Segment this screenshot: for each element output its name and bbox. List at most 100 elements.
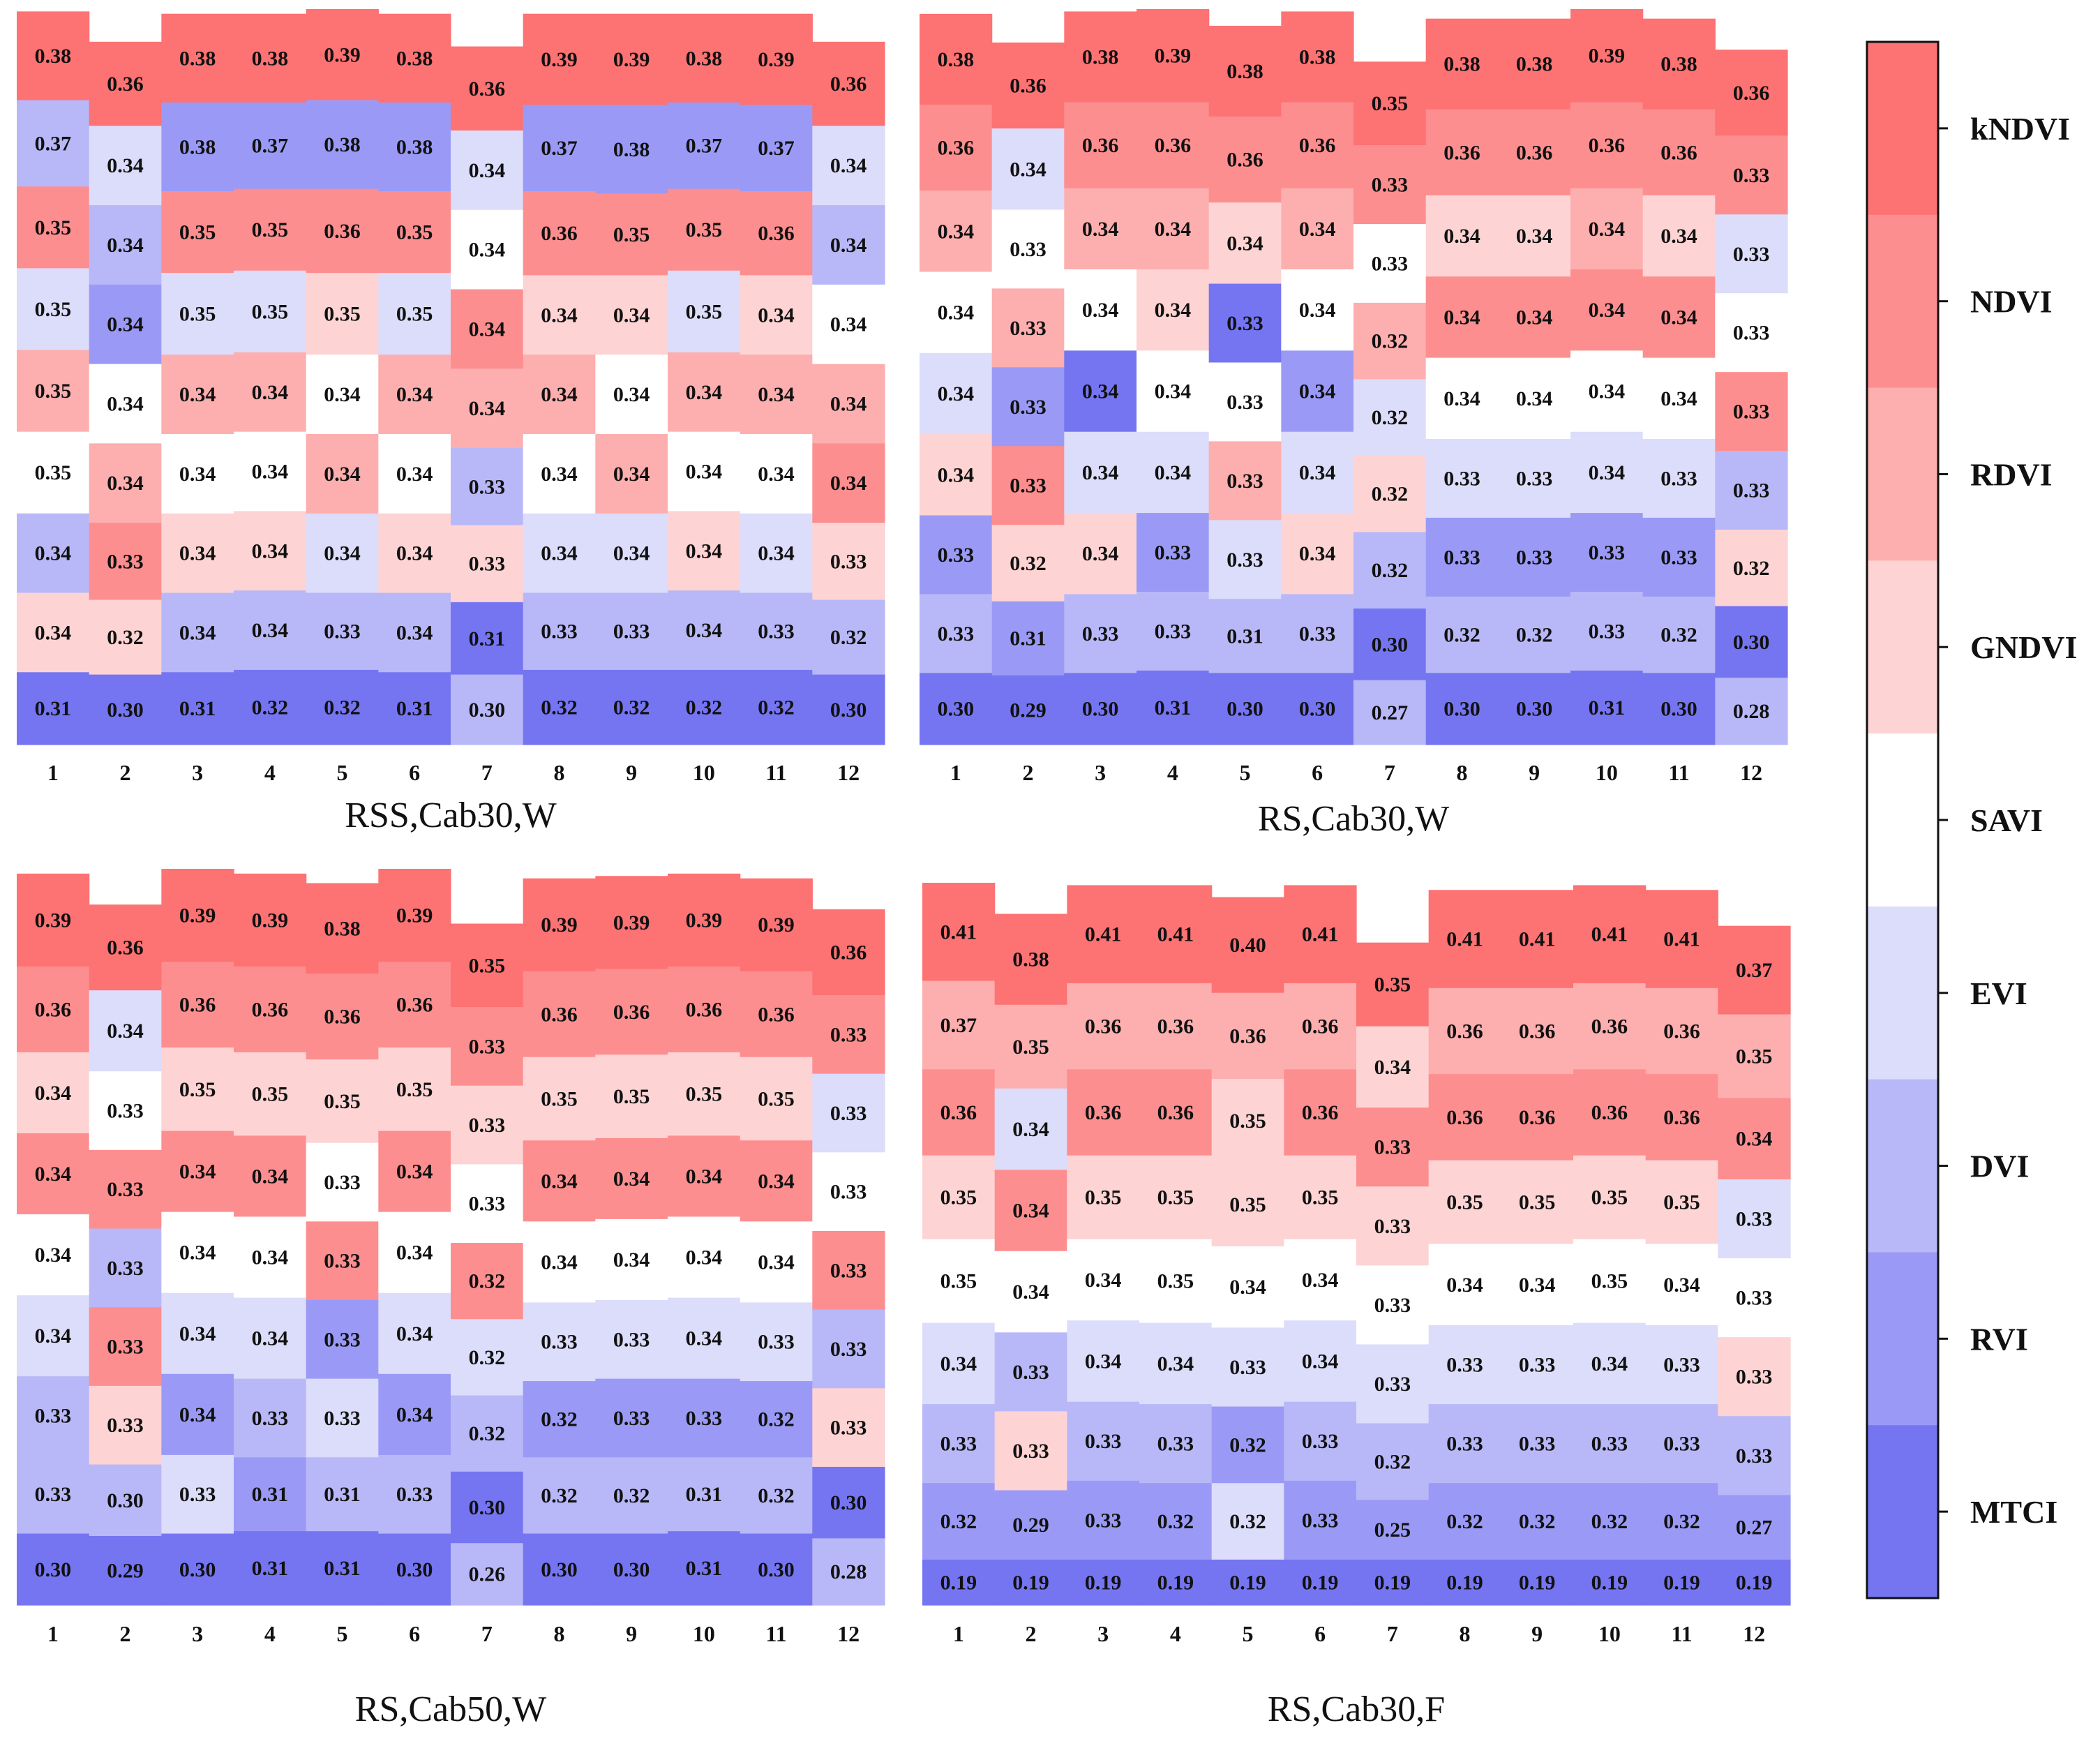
heatmap-cell — [740, 878, 813, 972]
heatmap-cell — [1570, 350, 1644, 433]
cell-value-label: 0.33 — [1443, 467, 1480, 490]
heatmap-cell — [812, 523, 885, 601]
heatmap-cell — [1208, 673, 1282, 745]
heatmap-cell — [523, 1221, 596, 1303]
heatmap-cell — [595, 275, 668, 355]
cell-value-label: 0.34 — [1085, 1269, 1122, 1292]
cell-value-label: 0.31 — [324, 1557, 361, 1580]
heatmap-cell — [1498, 517, 1571, 597]
x-tick-label: 12 — [1743, 1621, 1765, 1646]
heatmap-cell — [89, 284, 162, 365]
heatmap-cell — [1573, 1404, 1647, 1484]
cell-value-label: 0.34 — [1012, 1118, 1049, 1141]
heatmap-cell — [812, 1073, 885, 1153]
cell-value-label: 0.34 — [1446, 1274, 1483, 1297]
heatmap-cell — [1139, 1322, 1213, 1405]
heatmap-cell — [1498, 109, 1571, 196]
heatmap-cell — [1064, 594, 1137, 673]
cell-value-label: 0.33 — [613, 620, 650, 643]
heatmap-cell — [1067, 1320, 1140, 1403]
heatmap-cell — [668, 511, 741, 591]
heatmap-cell — [1570, 431, 1644, 514]
cell-value-label: 0.36 — [1663, 1106, 1700, 1129]
cell-value-label: 0.39 — [613, 911, 650, 934]
heatmap-cell — [740, 1057, 813, 1141]
heatmap-cell — [1498, 357, 1571, 440]
heatmap-cell — [1645, 1074, 1718, 1161]
x-tick-label: 10 — [693, 760, 715, 785]
cell-value-label: 0.39 — [324, 43, 361, 66]
cell-value-label: 0.33 — [1012, 1361, 1049, 1384]
heatmap-cell — [812, 1388, 885, 1468]
cell-value-label: 0.34 — [1663, 1274, 1700, 1297]
heatmap-cell — [451, 1007, 524, 1087]
heatmap-cell — [234, 270, 307, 353]
heatmap-cell — [812, 284, 885, 365]
heatmap-cell — [1064, 11, 1137, 103]
cell-value-label: 0.25 — [1374, 1519, 1411, 1542]
heatmap-cell — [812, 364, 885, 444]
cell-value-label: 0.35 — [1157, 1270, 1194, 1293]
heatmap-cell — [920, 191, 993, 273]
cell-value-label: 0.30 — [1299, 698, 1336, 721]
x-tick-label: 6 — [409, 760, 420, 785]
heatmap-cell — [1211, 1483, 1284, 1560]
heatmap-cell — [740, 13, 813, 105]
heatmap-cell — [1064, 673, 1137, 745]
cell-value-label: 0.36 — [1227, 149, 1263, 172]
heatmap-cell — [1715, 50, 1788, 136]
cell-value-label: 0.34 — [179, 1322, 216, 1345]
heatmap-cell — [1642, 276, 1716, 359]
heatmap-cell — [306, 355, 379, 435]
x-tick-label: 5 — [1243, 1621, 1254, 1646]
cell-value-label: 0.35 — [686, 218, 723, 241]
cell-value-label: 0.34 — [252, 1165, 289, 1188]
cell-value-label: 0.34 — [1589, 461, 1626, 484]
cell-value-label: 0.35 — [1591, 1270, 1628, 1293]
heatmap-cell — [306, 974, 379, 1060]
cell-value-label: 0.33 — [107, 1257, 144, 1280]
cell-value-label: 0.38 — [35, 45, 72, 68]
cell-value-label: 0.36 — [613, 1001, 650, 1024]
cell-value-label: 0.32 — [758, 696, 795, 719]
heatmap-cell — [306, 669, 379, 745]
cell-value-label: 0.34 — [107, 313, 144, 336]
heatmap-cell — [1139, 1559, 1213, 1606]
heatmap-cell — [378, 1533, 451, 1606]
cell-value-label: 0.19 — [1085, 1571, 1122, 1594]
x-tick-label: 1 — [47, 760, 59, 785]
cell-value-label: 0.34 — [541, 1170, 578, 1193]
heatmap-cell — [161, 355, 234, 435]
cell-value-label: 0.19 — [1446, 1571, 1483, 1594]
heatmap-cell — [1573, 1155, 1647, 1240]
cell-value-label: 0.34 — [396, 1403, 433, 1426]
cell-value-label: 0.34 — [396, 1322, 433, 1345]
cell-value-label: 0.33 — [830, 550, 867, 573]
heatmap-cell — [1208, 441, 1282, 521]
cell-value-label: 0.34 — [1660, 306, 1697, 329]
cell-value-label: 0.33 — [1519, 1354, 1556, 1377]
heatmap-cell — [234, 1052, 307, 1136]
heatmap-cell — [1715, 678, 1788, 745]
cell-value-label: 0.41 — [1591, 923, 1628, 946]
heatmap-cell — [1498, 276, 1571, 359]
cell-value-label: 0.33 — [35, 1405, 72, 1428]
heatmap-cell — [994, 1004, 1067, 1089]
heatmap-cell — [1137, 431, 1210, 514]
heatmap-cell — [991, 128, 1065, 211]
cell-value-label: 0.33 — [1663, 1433, 1700, 1456]
cell-value-label: 0.38 — [252, 47, 289, 70]
cell-value-label: 0.33 — [541, 1331, 578, 1354]
cell-value-label: 0.34 — [252, 381, 289, 404]
cell-value-label: 0.32 — [1660, 624, 1697, 647]
heatmap-cell — [595, 669, 668, 745]
cell-value-label: 0.33 — [324, 1407, 361, 1430]
heatmap-cell — [451, 1471, 524, 1544]
cell-value-label: 0.34 — [107, 392, 144, 415]
heatmap-cell — [1718, 1014, 1791, 1099]
cell-value-label: 0.34 — [1443, 387, 1480, 410]
heatmap-cell — [1284, 1480, 1357, 1560]
cell-value-label: 0.36 — [1155, 134, 1192, 157]
heatmap-cell — [1501, 1074, 1574, 1161]
heatmap-cell — [1137, 670, 1210, 745]
